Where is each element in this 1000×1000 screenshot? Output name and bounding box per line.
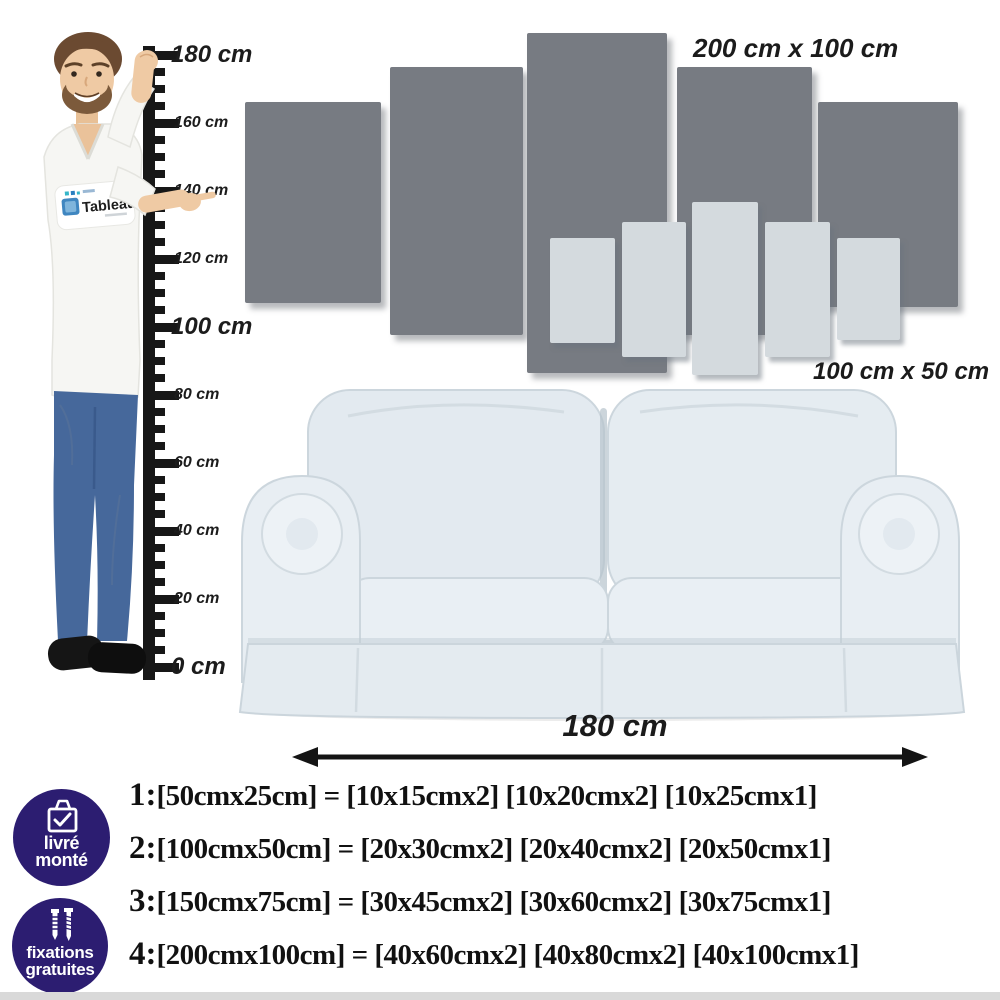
bag-check-icon — [47, 799, 77, 833]
badge-line: gratuites — [25, 960, 95, 979]
size-row-3: 3:[150cmx75cm] = [30x45cmx2] [30x60cmx2]… — [129, 883, 831, 920]
sofa-skirt — [238, 638, 966, 720]
large-panel-1 — [245, 102, 381, 303]
small-panel-3 — [692, 202, 758, 375]
small-panel-2 — [622, 222, 686, 357]
ruler-label-120: 120 cm — [174, 250, 229, 267]
size-row-1: 1:[50cmx25cm] = [10x15cmx2] [10x20cmx2] … — [129, 777, 817, 814]
size-row-number: 1: — [129, 777, 157, 813]
width-arrow — [292, 747, 928, 767]
size-row-text: [50cmx25cm] = [10x15cmx2] [10x20cmx2] [1… — [156, 780, 818, 812]
badge-line: monté — [35, 850, 88, 870]
sofa-arm-left — [241, 474, 361, 683]
size-row-text: [150cmx75cm] = [30x45cmx2] [30x60cmx2] [… — [156, 886, 832, 918]
man-raised-arm — [107, 50, 158, 149]
man-head — [54, 32, 122, 129]
man-tshirt — [43, 123, 143, 404]
arrow-right-head — [902, 747, 928, 767]
man-shoes — [47, 635, 147, 674]
large-panel-2 — [390, 67, 523, 335]
bottom-strip — [0, 992, 1000, 1000]
badge-free-fixings: fixations gratuites — [12, 898, 108, 994]
ruler-label-60: 60 cm — [174, 454, 220, 471]
ruler-label-40: 40 cm — [174, 522, 220, 539]
size-row-text: [100cmx50cm] = [20x30cmx2] [20x40cmx2] [… — [156, 833, 832, 865]
small-set-dimension-label: 100 cm x 50 cm — [813, 358, 990, 385]
size-row-text: [200cmx100cm] = [40x60cmx2] [40x80cmx2] … — [156, 939, 860, 971]
man-pointing-arm — [109, 166, 216, 217]
ruler-label-20: 20 cm — [174, 590, 220, 607]
small-panel-4 — [765, 222, 830, 357]
badge-line: fixations — [26, 943, 94, 962]
ruler-label-100: 100 cm — [171, 313, 253, 340]
sofa-arm-right — [840, 474, 960, 683]
ruler-label-80: 80 cm — [174, 386, 220, 403]
sofa — [238, 389, 966, 721]
sofa-width-label: 180 cm — [562, 708, 668, 743]
man-figure: Tableau — [43, 32, 216, 674]
size-row-number: 2: — [129, 830, 157, 866]
small-panel-1 — [550, 238, 615, 343]
arrow-left-head — [292, 747, 318, 767]
small-panel-5 — [837, 238, 900, 340]
badge-line: livré — [43, 833, 80, 853]
ruler-label-0: 0 cm — [171, 653, 226, 680]
badge-delivered-assembled: livré monté — [13, 789, 110, 886]
man-jeans — [53, 391, 138, 643]
screws-icon — [50, 908, 74, 941]
size-row-4: 4:[200cmx100cm] = [40x60cmx2] [40x80cmx2… — [129, 936, 859, 973]
ruler-label-180: 180 cm — [171, 41, 253, 68]
ruler-label-160: 160 cm — [174, 114, 229, 131]
size-row-number: 3: — [129, 883, 157, 919]
ruler-minor-ticks — [155, 51, 165, 673]
size-row-2: 2:[100cmx50cm] = [20x30cmx2] [20x40cmx2]… — [129, 830, 831, 867]
size-row-number: 4: — [129, 936, 157, 972]
large-set-dimension-label: 200 cm x 100 cm — [693, 33, 899, 63]
